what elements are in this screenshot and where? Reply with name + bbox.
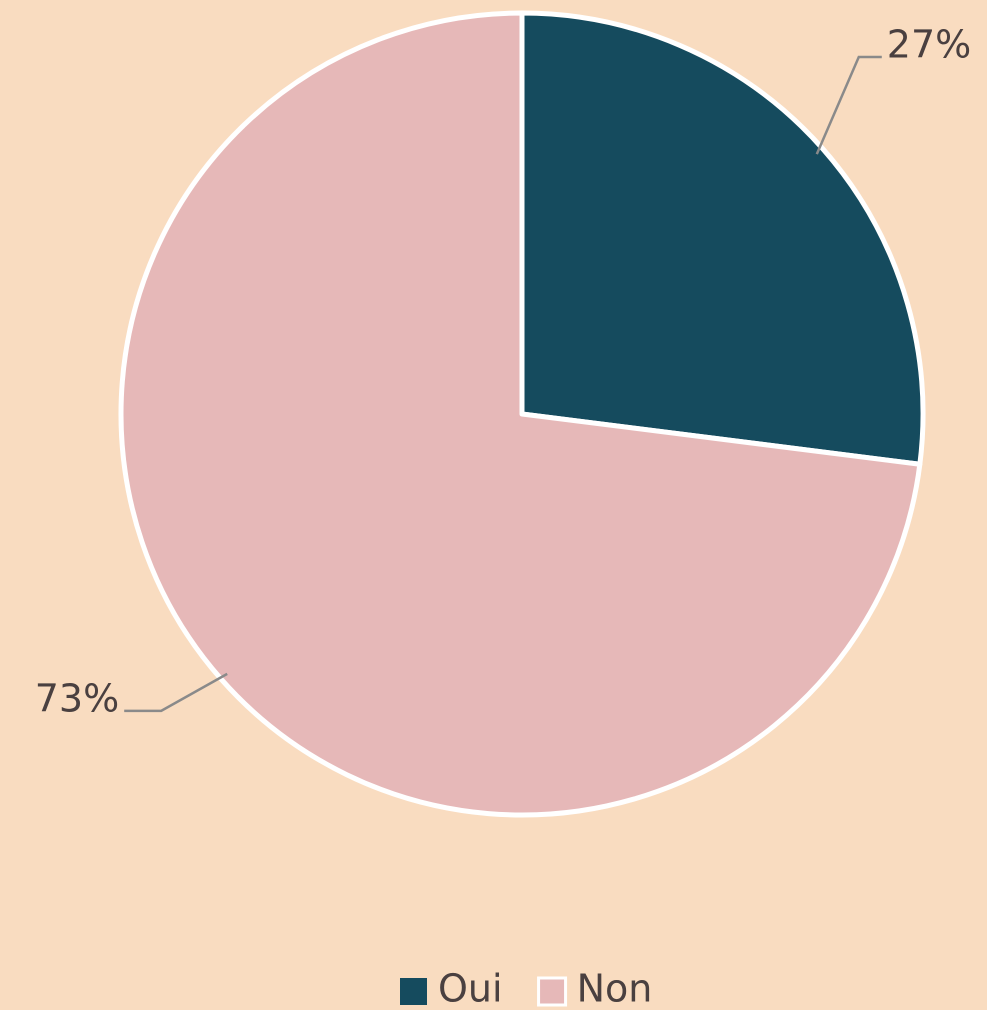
pie-slice	[118, 10, 923, 818]
legend-swatch	[400, 978, 427, 1005]
legend-label: Oui	[438, 967, 503, 1010]
leader-line	[815, 55, 882, 155]
data-label: 73%	[35, 676, 119, 720]
pie-slice	[519, 10, 926, 467]
legend-label: Non	[577, 967, 653, 1010]
data-label: 27%	[887, 23, 971, 67]
legend-swatch	[537, 976, 568, 1007]
leader-line	[124, 672, 228, 713]
